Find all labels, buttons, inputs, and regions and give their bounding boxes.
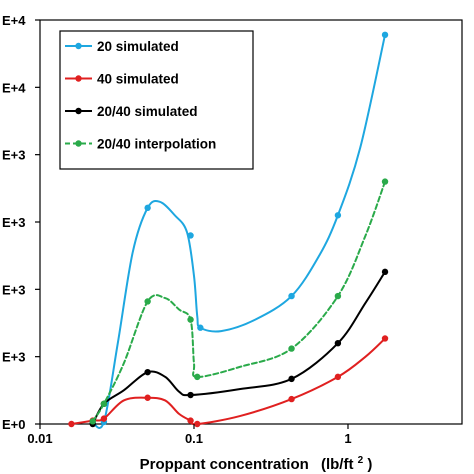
data-point [288,395,295,403]
legend-label: 20/40 simulated [97,104,198,119]
series-1 [89,31,389,429]
data-point [187,316,194,323]
x-tick-label: 0.01 [27,431,52,446]
plot-area: 0.01 0.1 1 E+0 E+3 E+3 E+3 E+3 E+4 E+4 [2,13,463,446]
legend-label: 20/40 interpolation [97,137,216,152]
y-tick-label: E+4 [2,80,26,95]
data-point [100,400,108,407]
data-point [381,31,389,39]
y-tick-label: E+4 [2,13,26,28]
data-point [187,417,194,424]
y-tick-label: E+3 [2,282,26,297]
legend-item: 20/40 interpolation [65,137,216,152]
x-axis-title-unit: (lb/ft [321,456,353,473]
series-layer [68,31,389,429]
x-axis-title-unit-sup: 2 [358,455,364,466]
series-line [91,33,387,429]
data-point [194,420,201,428]
data-point [144,368,151,376]
data-point [334,292,342,300]
data-point [194,373,201,381]
data-point [68,420,75,428]
data-point [100,415,108,422]
data-point [144,204,151,212]
y-tick-label: E+3 [2,148,26,163]
series-line [91,180,387,423]
x-axis: 0.01 0.1 1 [27,424,352,446]
data-point [288,345,295,352]
x-tick-label: 1 [344,431,351,446]
data-point [187,391,194,399]
data-point [288,292,295,300]
data-point [381,178,389,185]
y-tick-label: E+3 [2,215,26,230]
legend-swatch-marker [75,42,82,50]
x-axis-title-main: Proppant concentration [140,456,309,473]
data-point [381,268,389,276]
data-point [334,373,342,381]
data-point [89,418,96,425]
legend-swatch-marker [75,140,82,147]
legend-label: 40 simulated [97,72,179,87]
data-point [288,375,295,383]
legend-swatch-marker [75,75,82,82]
x-axis-title: Proppant concentration (lb/ft 2 ) [140,450,373,473]
y-tick-label: E+0 [2,417,26,432]
series-3 [89,268,389,428]
x-axis-title-unit-close: ) [367,456,372,473]
legend-swatch-marker [75,107,82,115]
y-axis: E+0 E+3 E+3 E+3 E+3 E+4 E+4 [2,13,40,432]
data-point [197,324,204,331]
series-line [91,270,387,425]
data-point [187,232,194,239]
data-point [381,335,389,342]
legend-box [59,30,254,170]
data-point [144,394,151,401]
legend-item: 20/40 simulated [65,104,198,119]
series-line [70,337,387,426]
x-tick-label: 0.1 [185,431,203,446]
data-point [144,298,151,305]
legend-item: 20 simulated [65,39,179,54]
data-point [334,340,342,347]
legend-items: 20 simulated 40 simulated 20/40 simulated 2… [65,39,216,152]
data-point [334,212,342,219]
y-tick-label: E+3 [2,350,26,365]
legend-label: 20 simulated [97,39,179,54]
series-2 [68,335,389,428]
series-4 [89,178,389,425]
legend: 20 simulated 40 simulated 20/40 simulated 2… [59,30,254,170]
legend-item: 40 simulated [65,72,179,87]
